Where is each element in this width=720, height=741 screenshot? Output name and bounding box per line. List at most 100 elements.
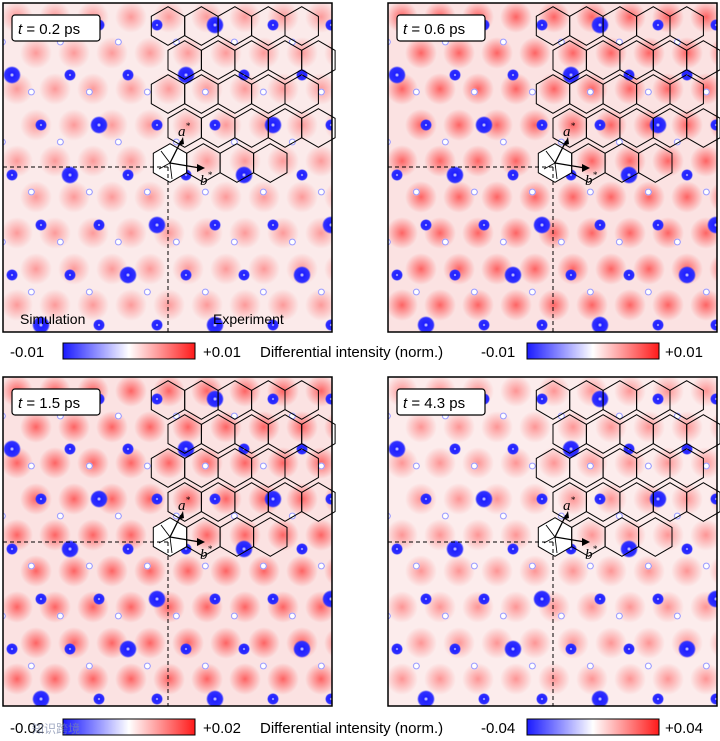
- intensity-blob: [229, 3, 261, 33]
- intensity-blob: [481, 555, 513, 587]
- bragg-peak: [93, 219, 105, 231]
- satellite-peak: [259, 88, 268, 96]
- intensity-blob: [305, 519, 332, 551]
- satellite-peak: [644, 662, 653, 670]
- intensity-blob: [3, 591, 33, 623]
- bragg-peak: [681, 543, 693, 555]
- intensity-blob: [96, 411, 128, 443]
- bragg-peak: [449, 343, 461, 355]
- intensity-blob: [519, 627, 551, 659]
- intensity-blob: [20, 37, 52, 69]
- satellite-peak: [56, 512, 65, 520]
- intensity-blob: [709, 183, 717, 211]
- intensity-blob: [462, 73, 494, 105]
- satellite-peak: [644, 288, 653, 296]
- satellite-peak: [56, 612, 65, 620]
- satellite-peak: [259, 288, 268, 296]
- hex-spoke: [169, 536, 173, 554]
- bragg-peak: [119, 640, 137, 658]
- hex-spoke: [160, 524, 171, 538]
- arrow-head: [197, 164, 205, 172]
- satellite-peak: [288, 238, 297, 246]
- satellite-peak: [375, 362, 383, 370]
- bragg-peak: [206, 316, 224, 332]
- intensity-blob: [690, 145, 717, 177]
- bragg-peak: [565, 269, 577, 281]
- satellite-peak: [27, 662, 36, 670]
- intensity-blob: [96, 37, 128, 69]
- intensity-blob: [462, 663, 494, 695]
- satellite-peak: [388, 612, 392, 620]
- satellite-peak: [27, 562, 36, 570]
- satellite-peak: [3, 612, 7, 620]
- satellite-peak: [172, 238, 181, 246]
- intensity-blob: [172, 555, 204, 587]
- satellite-peak: [388, 138, 392, 146]
- intensity-blob: [633, 627, 665, 659]
- b-star-vector: [169, 536, 201, 543]
- intensity-blob: [3, 289, 33, 321]
- brillouin-zone-hex: [301, 40, 336, 80]
- brillouin-zone-hex: [686, 414, 720, 454]
- satellite-peak: [27, 462, 36, 470]
- intensity-blob: [557, 109, 589, 141]
- intensity-blob: [405, 555, 437, 587]
- bragg-peak: [209, 593, 221, 605]
- bragg-peak: [591, 390, 609, 408]
- intensity-blob: [595, 253, 627, 285]
- hex-spoke: [545, 524, 556, 538]
- intensity-blob: [500, 591, 532, 623]
- intensity-blob: [20, 181, 52, 213]
- satellite-peak: [388, 38, 392, 46]
- intensity-blob: [229, 289, 261, 321]
- brillouin-zone-hex: [301, 482, 336, 522]
- satellite-peak: [201, 288, 210, 296]
- bragg-peak: [64, 443, 76, 455]
- satellite-peak: [114, 412, 123, 420]
- satellite-peak: [375, 88, 383, 96]
- colorbar-max: +0.02: [203, 720, 241, 737]
- bragg-peak: [388, 440, 406, 458]
- satellite-peak: [375, 288, 383, 296]
- time-badge: [11, 14, 101, 42]
- bragg-peak: [681, 169, 693, 181]
- satellite-peak: [317, 462, 326, 470]
- bragg-peak: [264, 490, 282, 508]
- intensity-blob: [77, 663, 109, 695]
- hex-spoke: [545, 150, 556, 164]
- intensity-blob: [557, 555, 589, 587]
- intensity-blob: [134, 253, 166, 285]
- bragg-peak: [478, 693, 490, 705]
- intensity-blob: [115, 289, 147, 321]
- satellite-peak: [441, 612, 450, 620]
- watermark: 知识跨境: [32, 721, 80, 736]
- bragg-peak: [180, 269, 192, 281]
- intensity-blob: [519, 555, 551, 587]
- intensity-blob: [115, 591, 147, 623]
- intensity-blob: [519, 411, 551, 443]
- intensity-blob: [633, 37, 665, 69]
- bragg-peak: [151, 493, 163, 505]
- intensity-blob: [388, 591, 418, 623]
- intensity-blob: [172, 181, 204, 213]
- intensity-blob: [557, 37, 589, 69]
- bragg-peak: [238, 643, 250, 655]
- intensity-blob: [153, 663, 185, 695]
- intensity-blob: [77, 289, 109, 321]
- brillouin-zone-hex: [669, 74, 704, 114]
- bragg-peak: [235, 166, 253, 184]
- intensity-blob: [210, 253, 242, 285]
- brillouin-zone-hex: [284, 74, 319, 114]
- bragg-peak: [122, 169, 134, 181]
- bragg-peak: [594, 593, 606, 605]
- intensity-blob: [443, 109, 475, 141]
- bragg-peak: [151, 19, 163, 31]
- intensity-blob: [115, 447, 147, 479]
- intensity-blob: [652, 289, 684, 321]
- satellite-peak: [441, 512, 450, 520]
- satellite-peak: [673, 712, 681, 720]
- satellite-peak: [404, 712, 412, 720]
- bragg-peak: [35, 119, 47, 131]
- intensity-blob: [96, 109, 128, 141]
- satellite-peak: [470, 362, 478, 370]
